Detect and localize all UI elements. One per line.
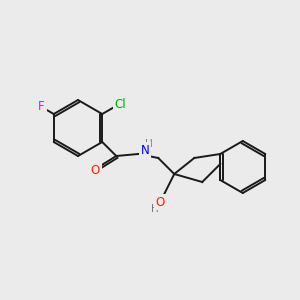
Text: H: H [146, 139, 153, 149]
Text: O: O [156, 196, 165, 208]
Text: H: H [152, 204, 159, 214]
Text: O: O [91, 164, 100, 176]
Text: Cl: Cl [114, 98, 126, 112]
Text: F: F [38, 100, 45, 113]
Text: N: N [141, 143, 150, 157]
